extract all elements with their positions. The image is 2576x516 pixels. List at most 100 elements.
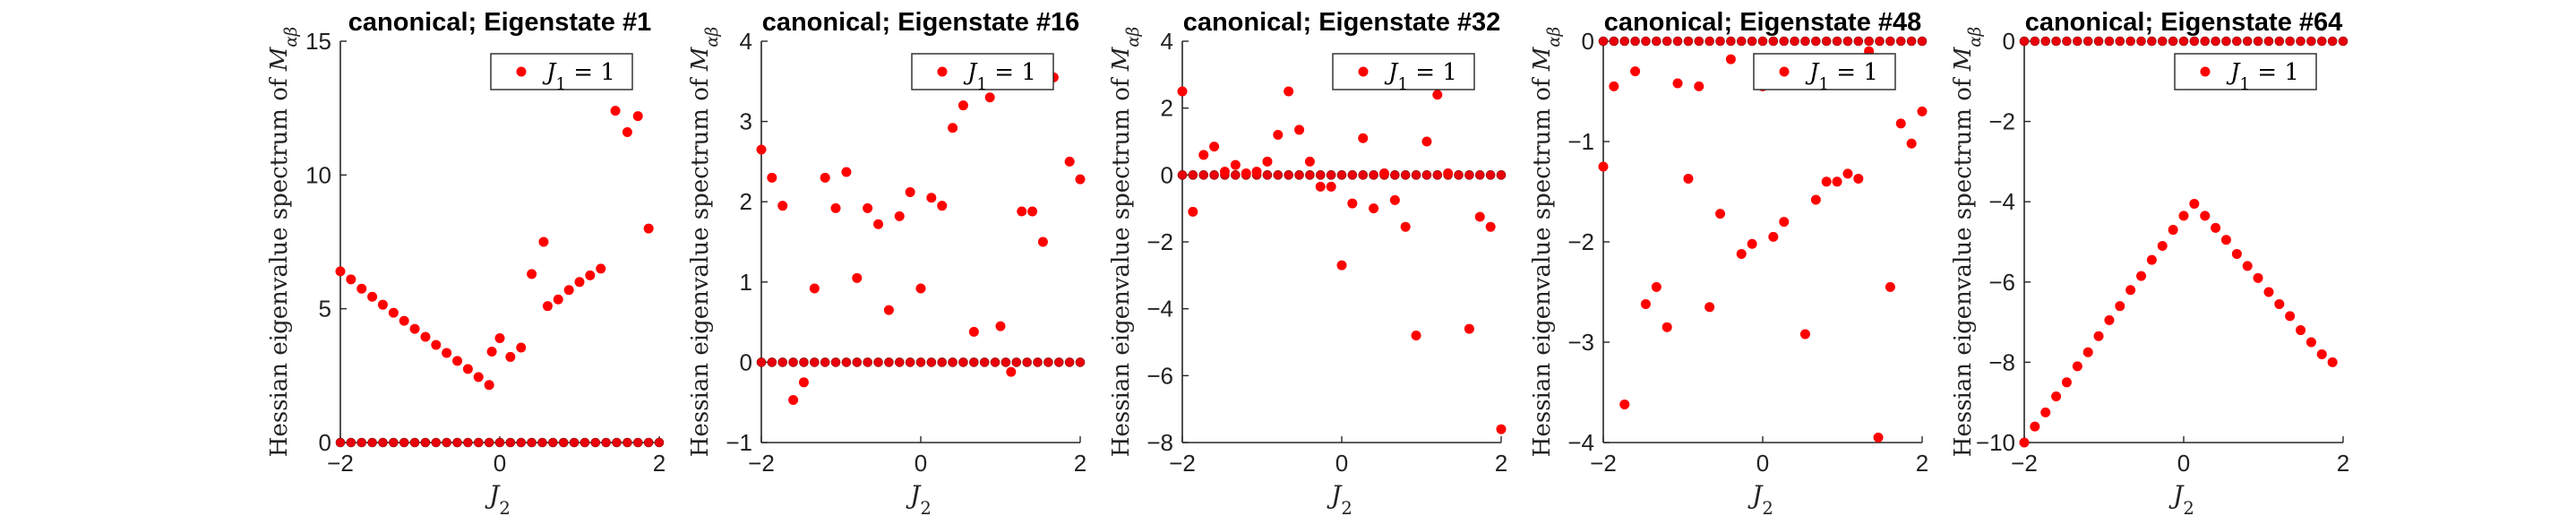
data-point [2200,211,2211,221]
data-point [1230,159,1241,170]
y-axis-label: Hessian eigenvalue spectrum of Mαβ [1950,27,1985,457]
zero-eigenvalue-point [1715,36,1725,47]
data-point [596,263,606,274]
zero-eigenvalue-point [2221,36,2231,47]
data-point [915,283,926,294]
data-point [863,202,873,213]
y-tick-label: 5 [319,296,331,322]
zero-eigenvalue-point [1305,170,1315,180]
zero-eigenvalue-point [1906,36,1917,47]
data-point [1006,366,1017,377]
chart-title: canonical; Eigenstate #48 [1604,8,1922,37]
zero-eigenvalue-point [969,357,979,367]
data-point [1832,176,1842,187]
chart-panel-2: canonical; Eigenstate #16 −1 0 1 2 3 4 −2 0 2 J2 He… [687,8,1086,516]
zero-eigenvalue-point [1284,170,1293,180]
zero-eigenvalue-point [431,437,442,448]
zero-eigenvalue-point [799,357,809,367]
y-tick-label: −2 [1146,228,1173,255]
zero-eigenvalue-point [601,437,611,448]
zero-eigenvalue-point [420,437,431,448]
zero-eigenvalue-point [1464,170,1474,180]
x-axis-label: J2 [2168,480,2194,516]
zero-eigenvalue-point [1177,170,1188,180]
zero-eigenvalue-point [2253,36,2263,47]
zero-eigenvalue-point [389,437,399,448]
zero-eigenvalue-point [1683,36,1694,47]
zero-eigenvalue-point [1652,36,1662,47]
zero-eigenvalue-point [2306,36,2316,47]
data-point [377,299,388,310]
data-point [830,202,841,213]
x-tick-label: −2 [1590,450,1617,477]
data-point [2296,325,2306,336]
zero-eigenvalue-point [1694,36,1704,47]
data-point [2157,240,2168,251]
data-point [756,144,767,155]
data-point [1262,156,1273,167]
data-point [563,285,574,296]
zero-eigenvalue-point [505,437,516,448]
data-point [1177,86,1188,97]
data-point [462,364,473,374]
zero-eigenvalue-point [1064,357,1075,367]
y-tick-label: 3 [740,108,752,135]
data-point [894,211,905,221]
data-point [516,342,527,353]
zero-eigenvalue-point [1315,170,1326,180]
zero-eigenvalue-point [1598,36,1609,47]
data-point [1485,221,1496,232]
data-point [538,236,549,247]
y-tick-label: −4 [1567,429,1594,456]
data-point [1799,329,1810,340]
zero-eigenvalue-point [979,357,990,367]
data-point [798,377,809,388]
data-point [2030,421,2040,432]
legend-box [1332,53,1475,90]
data-point [883,305,894,315]
x-tick-label: 2 [2337,450,2349,477]
data-point [995,321,1006,331]
zero-eigenvalue-point [777,357,788,367]
data-point [335,266,346,277]
zero-eigenvalue-point [632,437,643,448]
zero-eigenvalue-point [1895,36,1906,47]
data-point [486,346,497,357]
chart-title: canonical; Eigenstate #64 [2025,8,2343,37]
data-point [2051,391,2062,401]
zero-eigenvalue-point [1496,170,1507,180]
data-point [420,331,431,342]
zero-eigenvalue-point [1326,170,1336,180]
zero-eigenvalue-point [1768,36,1779,47]
zero-eigenvalue-point [841,357,852,367]
data-point [1188,206,1198,217]
zero-eigenvalue-point [1262,170,1273,180]
data-point [1895,118,1906,129]
legend-label: J1 = 1 [2226,59,2299,94]
data-point [2178,211,2189,221]
data-point [1411,331,1421,341]
data-point [1400,221,1411,232]
x-tick-label: −2 [327,450,354,477]
data-point [1821,176,1832,187]
zero-eigenvalue-point [654,437,665,448]
zero-eigenvalue-point [1053,357,1064,367]
zero-eigenvalue-point [643,437,654,448]
legend-marker [937,66,948,77]
zero-eigenvalue-point [1704,36,1714,47]
zero-eigenvalue-point [1022,357,1032,367]
zero-eigenvalue-point [2327,36,2338,47]
zero-eigenvalue-point [937,357,948,367]
chart-title: canonical; Eigenstate #1 [348,8,651,37]
data-point [1219,167,1230,177]
zero-eigenvalue-point [990,357,1000,367]
data-point [1209,142,1220,152]
zero-eigenvalue-point [958,357,968,367]
zero-eigenvalue-point [905,357,915,367]
zero-eigenvalue-point [2073,36,2082,47]
data-point [2263,287,2274,297]
data-point [452,356,463,366]
y-tick-label: −2 [1988,108,2015,135]
